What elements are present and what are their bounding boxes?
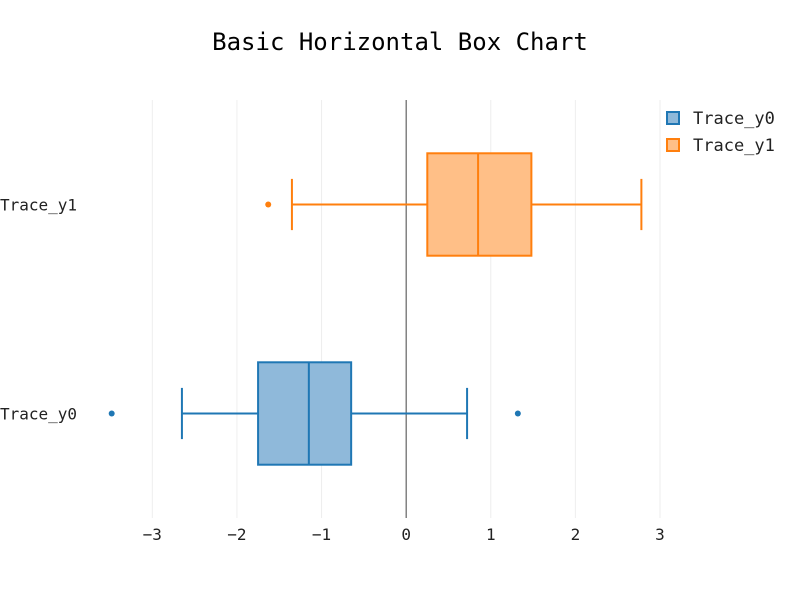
legend[interactable]: Trace_y0 Trace_y1 (666, 109, 775, 156)
x-tick-label: 0 (401, 525, 411, 544)
box-trace-trace-y0 (108, 361, 521, 466)
x-tick-label: 1 (486, 525, 496, 544)
legend-label: Trace_y1 (693, 136, 775, 156)
chart-title: Basic Horizontal Box Chart (212, 28, 588, 56)
x-tick-label: 2 (571, 525, 581, 544)
x-tick-label: 3 (655, 525, 665, 544)
box-iqr (426, 152, 533, 257)
legend-item[interactable]: Trace_y1 (666, 136, 775, 156)
x-tick-label: −3 (143, 525, 162, 544)
x-tick-label: −1 (312, 525, 331, 544)
x-axis-ticks: −3 −2 −1 0 1 2 3 (143, 525, 665, 544)
legend-label: Trace_y0 (693, 109, 775, 129)
outlier-point (265, 201, 272, 208)
box-iqr (257, 361, 353, 466)
grid-lines (151, 100, 661, 518)
outlier-point (108, 410, 115, 417)
legend-item[interactable]: Trace_y0 (666, 109, 775, 129)
y-category-label: Trace_y0 (0, 405, 77, 424)
y-category-label: Trace_y1 (0, 196, 77, 215)
legend-swatch (666, 138, 680, 152)
box-traces (108, 152, 643, 466)
box-trace-trace-y1 (265, 152, 643, 257)
legend-swatch (666, 111, 680, 125)
x-tick-label: −2 (227, 525, 246, 544)
y-axis-categories: Trace_y0 Trace_y1 (0, 196, 77, 424)
outlier-point (514, 410, 521, 417)
